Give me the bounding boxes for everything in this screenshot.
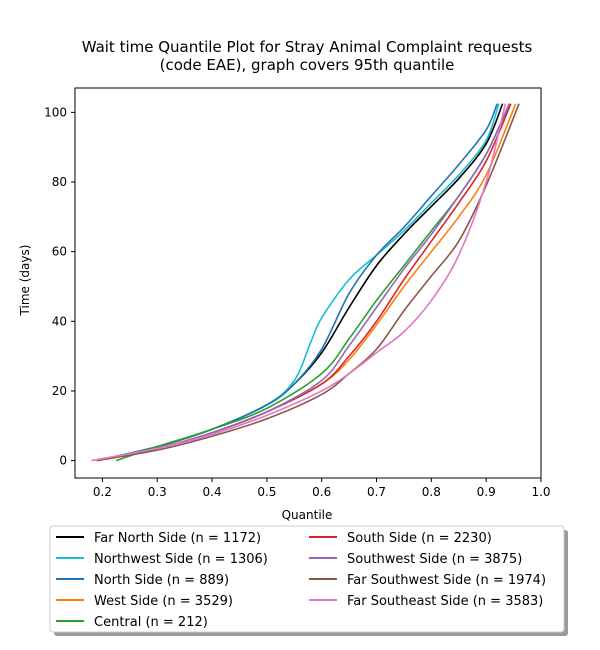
- y-tick-label: 80: [52, 175, 67, 189]
- legend-items: Far North Side (n = 1172) Northwest Side …: [56, 531, 546, 630]
- x-tick-label: 0.4: [203, 485, 222, 499]
- x-tick-label: 0.9: [477, 485, 496, 499]
- legend-box: [49, 525, 565, 633]
- legend-label: Far Southeast Side (n = 3583): [347, 594, 543, 609]
- x-tick-label: 0.8: [422, 485, 441, 499]
- x-tick-label: 0.7: [367, 485, 386, 499]
- legend-label: Central (n = 212): [94, 615, 208, 630]
- plot-frame: [74, 87, 542, 479]
- x-tick-label: 0.6: [312, 485, 331, 499]
- series-line-9: [91, 103, 507, 462]
- series-line-8: [96, 103, 520, 462]
- x-tick-label: 0.5: [257, 485, 276, 499]
- y-axis-label: Time (days): [18, 245, 32, 317]
- legend-label: West Side (n = 3529): [94, 594, 233, 609]
- legend-label: North Side (n = 889): [94, 573, 229, 588]
- y-tick-label: 60: [52, 245, 67, 259]
- plot-area: [91, 103, 520, 462]
- y-tick-label: 20: [52, 384, 67, 398]
- x-tick-label: 0.2: [93, 485, 112, 499]
- y-tick-label: 0: [59, 454, 67, 468]
- x-tick-label: 0.3: [148, 485, 167, 499]
- y-axis-ticks: 0 20 40 60 80 100: [44, 105, 75, 468]
- chart-title-line-2: (code EAE), graph covers 95th quantile: [160, 56, 455, 74]
- x-axis-label: Quantile: [282, 508, 333, 522]
- legend-label: Far Southwest Side (n = 1974): [347, 573, 546, 588]
- series-line-7: [96, 103, 510, 462]
- legend-label: Southwest Side (n = 3875): [347, 552, 522, 567]
- x-tick-label: 1.0: [531, 485, 550, 499]
- legend-label: Northwest Side (n = 1306): [94, 552, 268, 567]
- x-axis-ticks: 0.2 0.3 0.4 0.5 0.6 0.7 0.8 0.9 1.0: [93, 478, 551, 499]
- legend-label: South Side (n = 2230): [347, 531, 492, 546]
- legend-label: Far North Side (n = 1172): [94, 531, 261, 546]
- y-tick-label: 40: [52, 314, 67, 328]
- legend: Far North Side (n = 1172) Northwest Side …: [49, 525, 568, 636]
- chart-title-line-1: Wait time Quantile Plot for Stray Animal…: [82, 38, 533, 56]
- y-tick-label: 100: [44, 105, 67, 119]
